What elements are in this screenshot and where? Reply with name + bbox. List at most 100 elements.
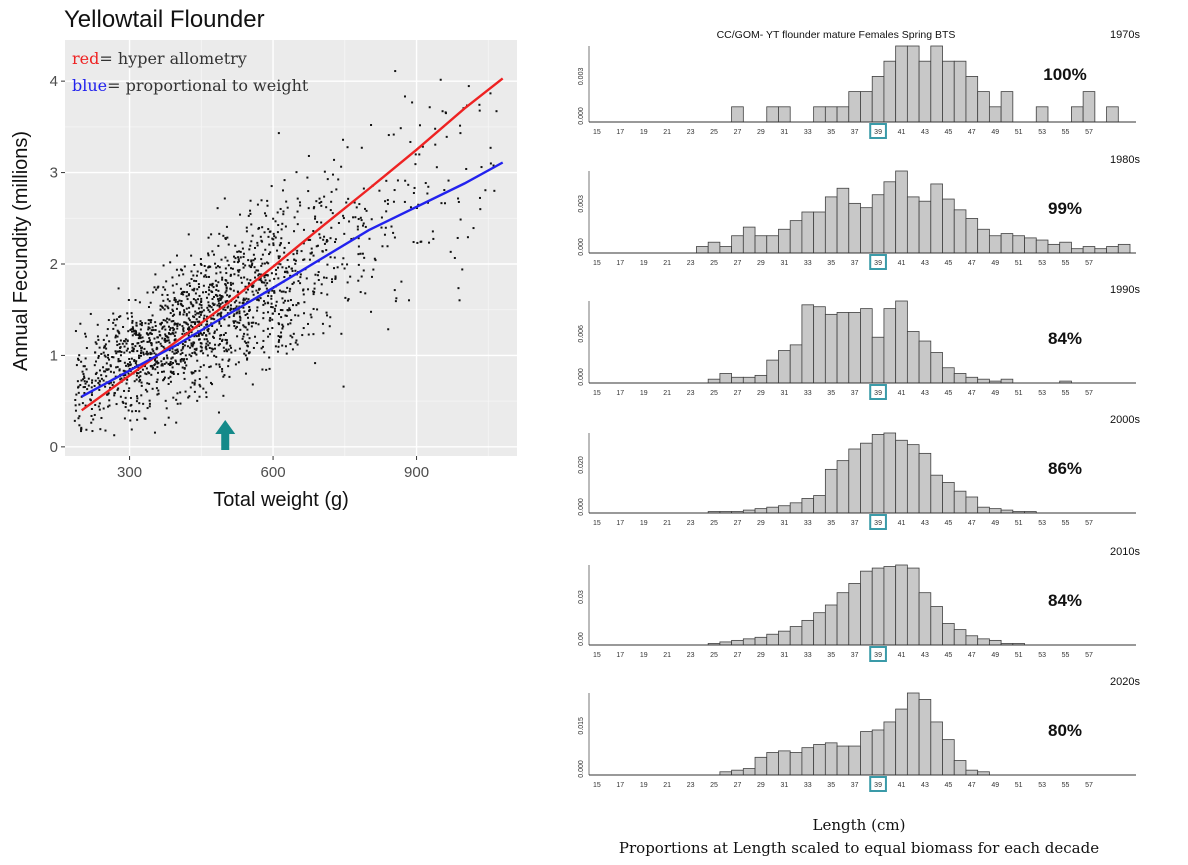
data-point (352, 216, 355, 219)
data-point (135, 324, 138, 327)
data-point (296, 223, 299, 226)
data-point (174, 322, 177, 325)
data-point (94, 360, 97, 363)
data-point (188, 319, 191, 322)
data-point (176, 327, 179, 330)
data-point (245, 291, 248, 294)
data-point (177, 363, 180, 366)
data-point (119, 346, 122, 349)
data-point (104, 370, 107, 373)
data-point (207, 266, 210, 269)
data-point (246, 357, 249, 360)
data-point (266, 327, 269, 330)
data-point (136, 350, 139, 353)
data-point (238, 347, 241, 350)
data-point (136, 395, 139, 398)
data-point (221, 301, 224, 304)
data-point (380, 216, 383, 219)
data-point (198, 395, 201, 398)
data-point (166, 294, 169, 297)
data-point (237, 260, 240, 263)
data-point (270, 272, 273, 275)
data-point (225, 287, 228, 290)
data-point (329, 209, 332, 212)
histogram-note: Proportions at Length scaled to equal bi… (618, 839, 1100, 857)
bin-label: 55 (1062, 520, 1070, 527)
data-point (190, 270, 193, 273)
data-point (190, 302, 193, 305)
data-point (187, 233, 190, 236)
data-point (75, 364, 78, 367)
histogram-xlabel: Length (cm) (812, 816, 906, 834)
data-point (156, 393, 159, 396)
data-point (150, 333, 153, 336)
data-point (188, 395, 191, 398)
data-point (175, 362, 178, 365)
data-point (434, 143, 437, 146)
data-point (90, 386, 93, 389)
data-point (129, 328, 132, 331)
data-point (195, 335, 198, 338)
data-point (261, 345, 264, 348)
data-point (326, 263, 329, 266)
data-point (394, 70, 397, 73)
data-point (307, 322, 310, 325)
histogram-bar (731, 376, 744, 384)
data-point (79, 322, 82, 325)
histogram-bar (836, 745, 850, 776)
bin-label: 29 (757, 390, 765, 397)
data-point (226, 294, 229, 297)
data-point (106, 356, 109, 359)
data-point (145, 332, 148, 335)
data-point (294, 314, 297, 317)
histogram-bar (754, 508, 768, 514)
data-point (183, 367, 186, 370)
histogram-bar (953, 60, 967, 123)
data-point (273, 310, 276, 313)
data-point (171, 304, 174, 307)
data-point (257, 323, 260, 326)
data-point (409, 206, 412, 209)
percent-label: 84% (1048, 329, 1082, 348)
bin-label: 53 (1038, 652, 1046, 659)
data-point (256, 203, 259, 206)
data-point (220, 297, 223, 300)
data-point (93, 364, 96, 367)
data-point (138, 336, 141, 339)
data-point (160, 364, 163, 367)
data-point (173, 323, 176, 326)
data-point (216, 207, 219, 210)
data-point (267, 335, 270, 338)
data-point (102, 351, 105, 354)
data-point (285, 314, 288, 317)
data-point (77, 357, 80, 360)
data-point (196, 312, 199, 315)
data-point (181, 292, 184, 295)
data-point (155, 353, 158, 356)
data-point (254, 271, 257, 274)
data-point (83, 380, 86, 383)
data-point (171, 347, 174, 350)
data-point (297, 314, 300, 317)
data-point (200, 297, 203, 300)
data-point (224, 291, 227, 294)
data-point (308, 258, 311, 261)
data-point (84, 357, 87, 360)
data-point (168, 328, 171, 331)
data-point (205, 338, 208, 341)
data-point (263, 351, 266, 354)
data-point (453, 256, 456, 259)
data-point (242, 252, 245, 255)
data-point (106, 393, 109, 396)
data-point (136, 418, 139, 421)
data-point (334, 241, 337, 244)
data-point (139, 334, 142, 337)
data-point (303, 258, 306, 261)
data-point (331, 173, 334, 176)
data-point (434, 127, 437, 130)
bin-label: 53 (1038, 129, 1046, 136)
data-point (182, 327, 185, 330)
data-point (213, 354, 216, 357)
data-point (374, 259, 377, 262)
data-point (215, 288, 218, 291)
